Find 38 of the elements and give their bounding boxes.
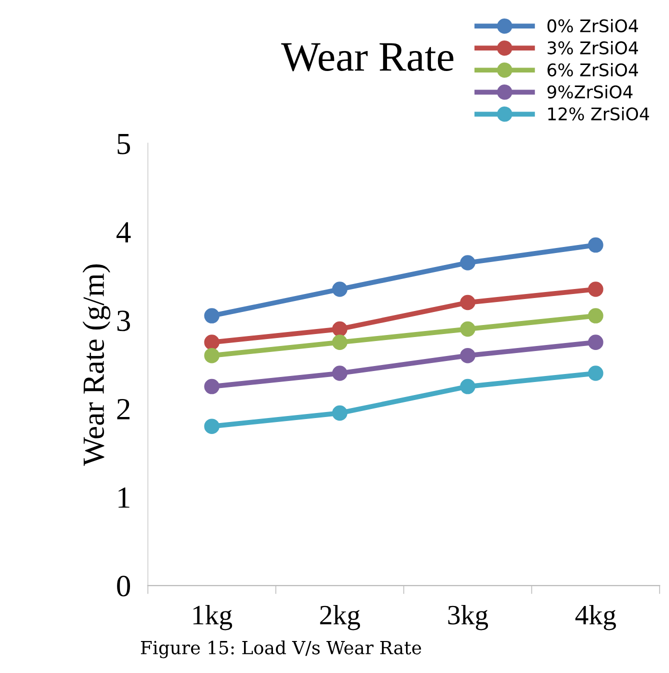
point: [332, 321, 348, 337]
point: [332, 282, 348, 297]
y-tick-label: 2: [117, 399, 130, 420]
y-tick-label: 3: [117, 310, 130, 332]
x-tick-label: 2kg: [320, 604, 360, 630]
point: [204, 308, 220, 324]
point: [460, 348, 476, 364]
y-tick-label: 4: [116, 222, 131, 242]
x-tick-label: 4kg: [575, 604, 616, 630]
point: [588, 308, 604, 324]
point: [204, 418, 220, 434]
point: [588, 237, 604, 253]
y-tick-label: 1: [118, 488, 130, 508]
point: [332, 334, 348, 350]
y-tick-label: 0: [117, 576, 130, 596]
point: [204, 348, 220, 364]
point: [588, 282, 604, 297]
legend-label: 6% ZrSiO4: [548, 63, 638, 76]
y-axis-title: Wear Rate (g/m): [82, 264, 110, 466]
legend-label: 0% ZrSiO4: [547, 18, 638, 32]
point: [588, 366, 604, 381]
point: [204, 334, 220, 350]
point: [332, 405, 348, 421]
legend-label: 12% ZrSiO4: [548, 107, 650, 120]
point: [460, 294, 476, 310]
legend-label: 3% ZrSiO4: [548, 41, 638, 54]
point: [588, 334, 604, 350]
point: [460, 321, 476, 337]
x-tick-label: 1kg: [193, 604, 232, 630]
caption: Figure 15: Load V/s Wear Rate: [140, 640, 422, 658]
chart-title: Wear Rate: [281, 43, 454, 72]
y-tick-label: 5: [118, 134, 130, 154]
point: [460, 255, 476, 270]
legend-label: 9%ZrSiO4: [547, 85, 632, 98]
x-tick-label: 3kg: [448, 604, 488, 630]
point: [332, 366, 348, 381]
point: [460, 378, 476, 394]
point: [204, 378, 220, 394]
